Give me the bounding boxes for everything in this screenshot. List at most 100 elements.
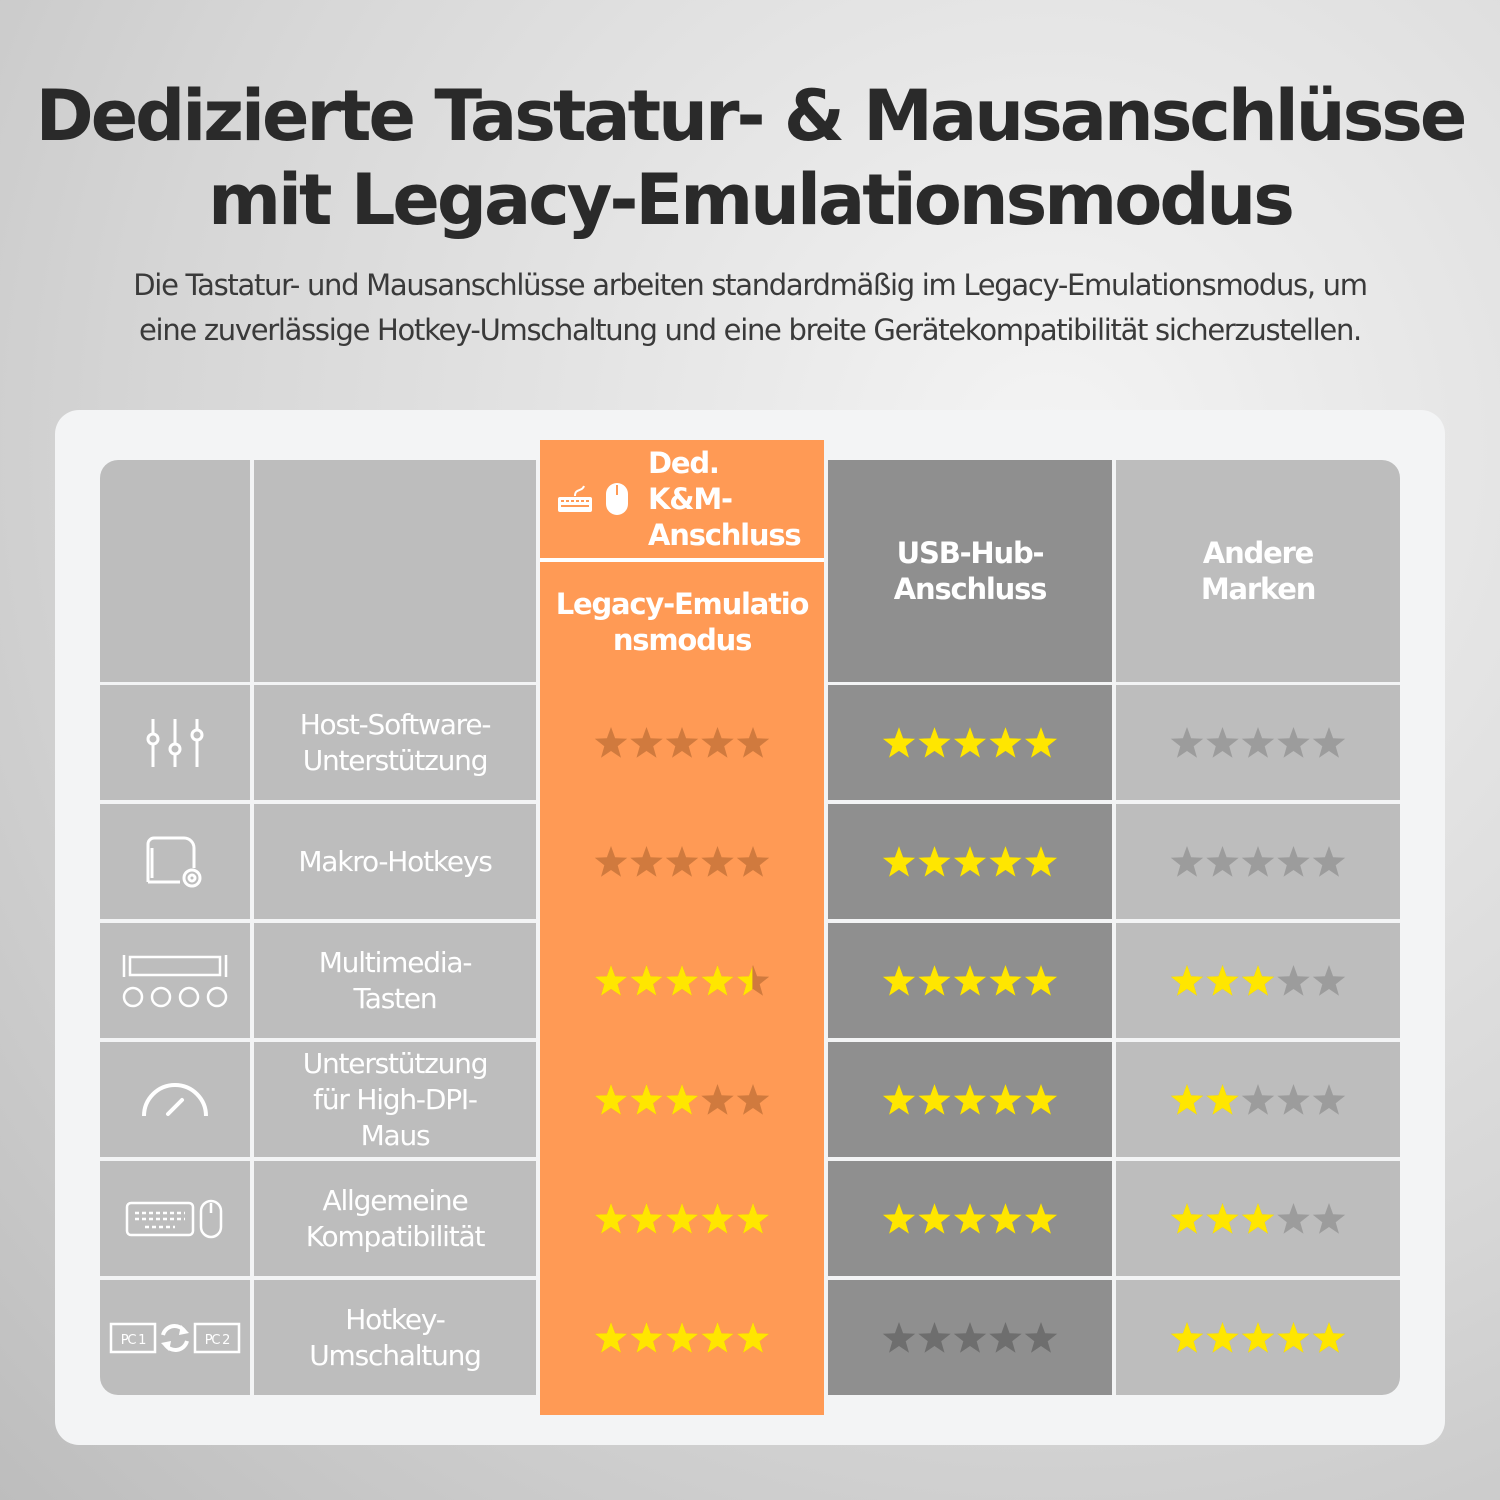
row-label: Multimedia-Tasten [254,923,536,1038]
star-rating [882,845,1058,877]
star-filled [918,1202,951,1234]
star-rating [882,1083,1058,1115]
title-line: mit Legacy-Emulationsmodus [208,159,1295,241]
rating-cell [1116,1161,1400,1276]
rating-cell [828,804,1112,919]
subtitle-line: Die Tastatur- und Mausanschlüsse arbeite… [133,268,1368,302]
star-filled [882,726,916,758]
page-title: Dedizierte Tastatur- & Mausanschlüsse mit… [0,74,1500,242]
star-empty [736,845,770,877]
rating-cell [540,1042,824,1157]
star-filled [701,1321,734,1353]
star-filled [701,1202,734,1234]
star-empty [1241,1083,1275,1115]
feature-label: Hotkey-Umschaltung [309,1302,482,1372]
rating-cell [1116,804,1400,919]
star-filled [594,1083,628,1115]
subtitle-line: eine zuverlässige Hotkey-Umschaltung und… [139,313,1362,347]
star-filled [953,1083,987,1115]
star-filled [665,1083,699,1115]
star-filled [882,845,916,877]
star-filled [1206,1083,1239,1115]
star-empty [918,1321,951,1353]
star-filled [1206,964,1239,996]
row-icon-cell [100,1161,250,1276]
star-filled [1024,1202,1058,1234]
star-filled [594,964,628,996]
star-filled [1206,1202,1239,1234]
sliders-icon [146,718,204,767]
star-empty [701,845,734,877]
header-other-brands: Andere Marken [1116,460,1400,682]
star-empty [1170,845,1204,877]
row-label: Host-Software-Unterstützung [254,685,536,800]
star-filled [989,964,1022,996]
pc2-label: PC 2 [205,1333,230,1348]
star-rating [594,1321,770,1353]
star-filled [882,1202,916,1234]
star-filled [630,1321,663,1353]
header-legacy: Legacy-Emulationsmodus [540,562,824,682]
rating-cell [540,1161,824,1276]
star-filled [665,1202,699,1234]
rating-cell [1116,1280,1400,1395]
star-empty [882,1321,916,1353]
star-empty [1312,1083,1346,1115]
star-filled [918,964,951,996]
header-divider [540,558,824,562]
star-filled [1241,1321,1275,1353]
speedometer-icon [142,1082,208,1116]
rating-cell [540,804,824,919]
rating-cell [1116,685,1400,800]
star-empty [1277,1202,1310,1234]
mouse-icon [606,483,628,515]
header-empty [254,460,536,682]
star-rating [594,1083,770,1115]
star-rating [594,964,770,996]
star-filled [918,726,951,758]
pc1-label: PC 1 [121,1333,146,1348]
star-empty [1312,1202,1346,1234]
row-label: Makro-Hotkeys [254,804,536,919]
star-filled [1170,1202,1204,1234]
star-filled [1024,1083,1058,1115]
star-rating [882,964,1058,996]
row-icon-cell [100,923,250,1038]
star-filled [736,966,753,996]
star-empty [1241,726,1275,758]
star-filled [953,964,987,996]
feature-label: Allgemeine Kompatibilität [305,1183,486,1253]
rating-cell [1116,923,1400,1038]
star-filled [1024,845,1058,877]
star-empty [1024,1321,1058,1353]
star-empty [1277,1083,1310,1115]
star-rating [1170,1202,1346,1234]
star-rating [882,726,1058,758]
star-filled [665,964,699,996]
star-empty [1277,845,1310,877]
star-rating [594,726,770,758]
star-filled [1024,964,1058,996]
star-empty [594,726,628,758]
star-empty [1277,964,1310,996]
star-filled [1312,1321,1346,1353]
star-empty [989,1321,1022,1353]
rating-cell [828,923,1112,1038]
star-filled [882,1083,916,1115]
subtitle: Die Tastatur- und Mausanschlüsse arbeite… [0,263,1500,353]
star-filled [1170,964,1204,996]
star-filled [1170,1083,1204,1115]
feature-label: Multimedia-Tasten [318,945,473,1015]
star-filled [594,1321,628,1353]
header-usb-hub: USB-Hub-Anschluss [828,460,1112,682]
row-label: Allgemeine Kompatibilität [254,1161,536,1276]
header-ded-km-label: Ded. K&M-Anschluss [648,446,802,552]
star-empty [665,726,699,758]
star-rating [594,1202,770,1234]
star-empty [736,964,770,996]
star-filled [953,845,987,877]
star-empty [630,726,663,758]
star-filled [736,1202,770,1234]
star-empty [701,726,734,758]
star-empty [630,845,663,877]
